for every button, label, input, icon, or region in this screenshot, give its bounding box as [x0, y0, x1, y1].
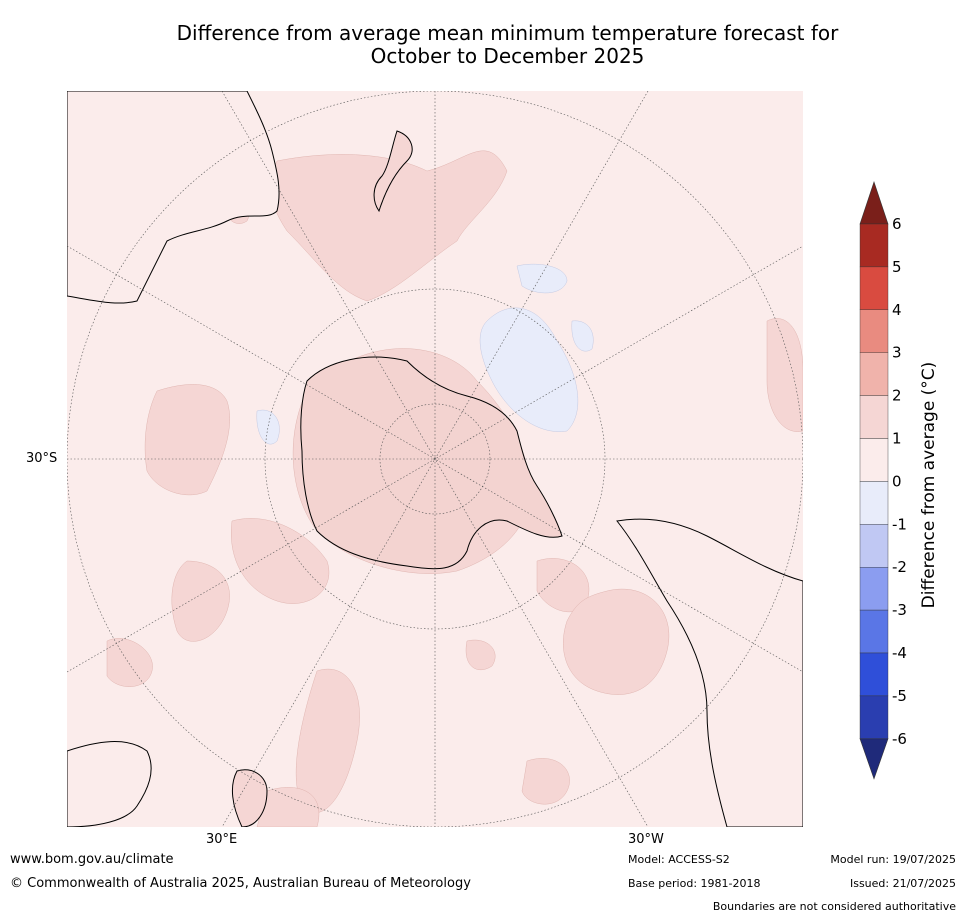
colorbar-tick-label: 3 [892, 344, 902, 362]
antarctica-coastline [300, 356, 563, 570]
footer-disclaimer: Boundaries are not considered authoritat… [712, 900, 956, 913]
colorbar-block [859, 352, 889, 396]
colorbar-block [859, 309, 889, 353]
lon-label-30w: 30°W [628, 832, 664, 847]
colorbar-tick-label: 1 [892, 430, 902, 448]
colorbar-extend-top [859, 181, 889, 225]
colorbar-block [859, 481, 889, 525]
anomaly-regions-cool [256, 263, 594, 445]
footer-model-run: Model run: 19/07/2025 [830, 853, 956, 866]
lon-label-30e: 30°E [206, 832, 238, 847]
colorbar-block [859, 695, 889, 740]
title-line-1: Difference from average mean minimum tem… [176, 21, 839, 45]
graticule [67, 91, 803, 827]
colorbar-block [859, 223, 889, 268]
title-line-2: October to December 2025 [370, 44, 645, 68]
chart-title: Difference from average mean minimum tem… [60, 22, 955, 68]
colorbar-block [859, 567, 889, 611]
colorbar-ticks: 6 5 4 3 2 1 0 -1 -2 -3 -4 -5 -6 [892, 215, 907, 748]
africa-coastline [67, 741, 152, 827]
colorbar-blocks [859, 181, 889, 780]
colorbar-tick-label: -3 [892, 601, 907, 619]
colorbar-tick-label: -1 [892, 515, 907, 533]
colorbar: 6 5 4 3 2 1 0 -1 -2 -3 -4 -5 -6 Difference from aver… [859, 181, 939, 780]
footer-issued: Issued: 21/07/2025 [849, 877, 956, 890]
colorbar-block [859, 438, 889, 482]
madagascar-coastline [231, 769, 268, 827]
colorbar-block [859, 395, 889, 439]
colorbar-tick-label: 2 [892, 387, 902, 405]
footer-copyright: © Commonwealth of Australia 2025, Austra… [10, 876, 471, 891]
colorbar-tick-label: -6 [892, 730, 907, 748]
colorbar-block [859, 609, 889, 654]
colorbar-tick-label: 6 [892, 215, 902, 233]
new-zealand-coastline [373, 130, 413, 213]
colorbar-tick-label: -4 [892, 644, 907, 662]
colorbar-tick-label: 0 [892, 472, 902, 490]
footer-model: Model: ACCESS-S2 [628, 853, 730, 866]
colorbar-tick-label: -5 [892, 687, 907, 705]
colorbar-block [859, 652, 889, 697]
colorbar-tick-label: 4 [892, 301, 902, 319]
australia-coastline [67, 91, 280, 304]
colorbar-block [859, 524, 889, 568]
colorbar-label: Difference from average (°C) [919, 362, 939, 609]
colorbar-tick-label: -2 [892, 558, 907, 576]
colorbar-block [859, 266, 889, 311]
footer-base-period: Base period: 1981-2018 [628, 877, 761, 890]
lat-label-30s: 30°S [26, 451, 58, 466]
footer-url[interactable]: www.bom.gov.au/climate [10, 852, 174, 867]
polar-map [67, 91, 803, 827]
colorbar-extend-bottom [859, 738, 889, 780]
south-america-coastline [616, 518, 803, 827]
colorbar-tick-label: 5 [892, 258, 902, 276]
